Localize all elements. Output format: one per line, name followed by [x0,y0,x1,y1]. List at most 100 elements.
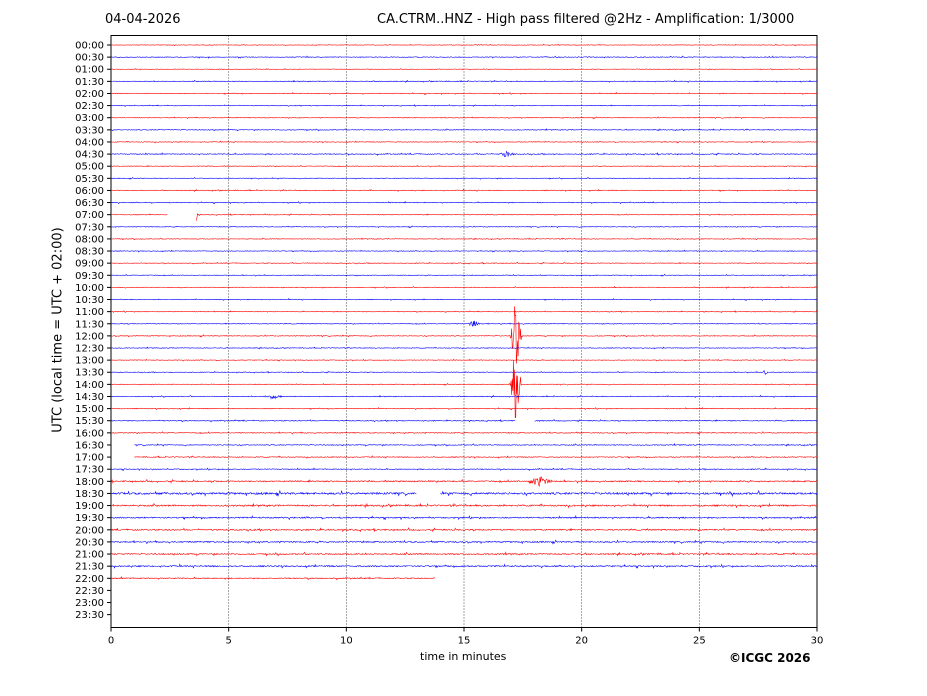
y-tick-label: 17:00 [75,453,104,464]
trace-1500 [110,406,818,411]
x-tick-label: 20 [575,636,588,647]
x-tick-label: 5 [225,636,231,647]
y-tick-label: 23:30 [75,610,104,621]
trace-1830 [110,489,818,498]
x-tick-label: 10 [340,636,353,647]
trace-1730 [110,467,818,472]
y-tick-label: 16:30 [75,440,104,451]
y-tick-label: 16:00 [75,428,104,439]
trace-1200 [110,306,818,364]
trace-0830 [110,249,818,253]
y-tick-label: 08:00 [75,234,104,245]
trace-1230 [110,346,818,350]
x-axis-ticks: 0 5 10 15 20 25 30 [108,627,824,647]
trace-1530 [110,418,818,423]
seismic-traces [110,43,818,581]
trace-0330 [110,128,818,132]
trace-0300 [110,116,818,120]
trace-1400 [110,360,818,419]
trace-0400 [110,140,818,144]
y-tick-label: 12:30 [75,344,104,355]
trace-1630 [134,443,818,447]
trace-0200 [110,91,818,96]
y-tick-label: 01:30 [75,77,104,88]
y-tick-label: 03:30 [75,125,104,136]
y-tick-label: 18:00 [75,477,104,488]
y-tick-label: 14:30 [75,392,104,403]
trace-0030 [110,55,818,59]
y-tick-label: 20:00 [75,525,104,536]
trace-1030 [110,298,818,301]
trace-1300 [110,358,818,362]
y-tick-label: 01:00 [75,65,104,76]
y-tick-label: 15:00 [75,404,104,415]
trace-1000 [110,285,818,289]
x-tick-label: 0 [108,636,114,647]
y-tick-label: 02:00 [75,89,104,100]
y-tick-label: 13:30 [75,368,104,379]
y-tick-label: 06:30 [75,198,104,209]
trace-2100 [110,551,818,557]
chart-title: CA.CTRM..HNZ - High pass filtered @2Hz -… [377,12,795,27]
y-tick-label: 12:00 [75,331,104,342]
y-axis-ticks: 00:0000:3001:0001:3002:0002:3003:0003:30… [75,41,111,621]
y-tick-label: 07:30 [75,222,104,233]
y-tick-label: 19:00 [75,501,104,512]
trace-0630 [110,200,818,205]
y-tick-label: 09:30 [75,271,104,282]
y-tick-label: 22:30 [75,586,104,597]
trace-1700 [134,455,818,459]
x-tick-label: 25 [693,636,706,647]
trace-1900 [110,502,818,509]
trace-0000 [110,43,818,47]
trace-0430 [110,150,818,158]
y-tick-label: 03:00 [75,113,104,124]
copyright-credit: ©ICGC 2026 [729,651,811,665]
y-tick-label: 05:00 [75,162,104,173]
trace-0800 [110,237,818,241]
trace-0900 [110,261,818,265]
y-tick-label: 09:00 [75,259,104,270]
trace-1100 [110,310,818,314]
trace-0130 [110,79,818,83]
y-tick-label: 13:00 [75,356,104,367]
trace-2000 [110,527,818,533]
y-tick-label: 23:00 [75,598,104,609]
y-tick-label: 15:30 [75,416,104,427]
y-tick-label: 00:00 [75,41,104,52]
y-axis-label: UTC (local time = UTC + 02:00) [50,227,66,433]
x-axis-label: time in minutes [420,650,507,663]
trace-2130 [110,563,818,569]
trace-1600 [110,431,818,435]
trace-0500 [110,164,818,168]
trace-1330 [110,369,818,375]
trace-0100 [110,68,818,71]
y-tick-label: 22:00 [75,574,104,585]
x-tick-label: 15 [458,636,471,647]
trace-2200 [110,575,436,581]
y-tick-label: 10:00 [75,283,104,294]
trace-0930 [110,273,818,277]
y-tick-label: 00:30 [75,53,104,64]
y-tick-label: 18:30 [75,489,104,500]
trace-1800 [110,476,818,488]
trace-1130 [110,320,818,327]
y-tick-label: 07:00 [75,210,104,221]
trace-0600 [110,188,818,193]
y-tick-label: 19:30 [75,513,104,524]
y-tick-label: 04:30 [75,150,104,161]
y-tick-label: 14:00 [75,380,104,391]
trace-0700 [110,213,818,221]
y-tick-label: 11:30 [75,319,104,330]
trace-0530 [110,176,818,180]
x-tick-label: 30 [811,636,824,647]
y-tick-label: 21:00 [75,550,104,561]
y-tick-label: 21:30 [75,562,104,573]
trace-0230 [110,104,818,107]
y-tick-label: 08:30 [75,247,104,258]
date-label: 04-04-2026 [105,12,181,27]
y-tick-label: 02:30 [75,101,104,112]
y-tick-label: 06:00 [75,186,104,197]
trace-2030 [110,539,818,545]
y-tick-label: 05:30 [75,174,104,185]
